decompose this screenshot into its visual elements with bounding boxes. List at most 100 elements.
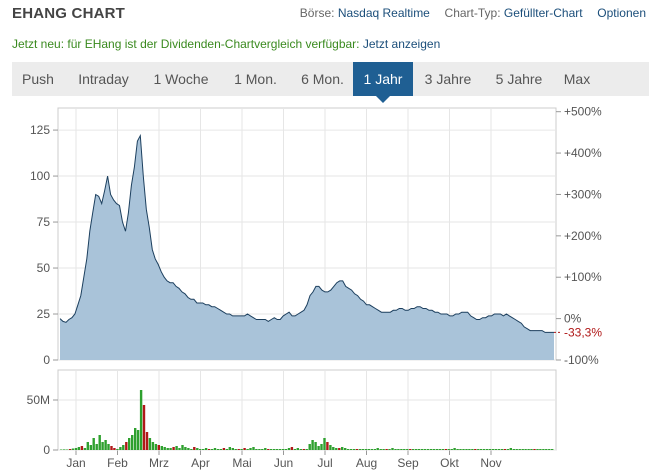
volume-bar xyxy=(355,449,359,450)
x-tick-label: Okt xyxy=(440,456,459,470)
volume-bar xyxy=(426,449,430,450)
tab-max[interactable]: Max xyxy=(555,62,599,96)
tab-1-mon[interactable]: 1 Mon. xyxy=(219,62,292,96)
y-tick-label: 0 xyxy=(43,353,50,367)
tab-label: 3 Jahre xyxy=(424,71,472,87)
volume-bar xyxy=(444,449,447,450)
volume-bar xyxy=(225,449,229,450)
promo-banner: Jetzt neu: für EHang ist der Dividenden-… xyxy=(12,37,440,51)
volume-bar xyxy=(267,449,270,450)
volume-bar xyxy=(296,448,299,450)
volume-bar xyxy=(154,444,158,450)
volume-bar xyxy=(391,448,394,450)
volume-bar xyxy=(450,449,453,450)
volume-bar xyxy=(506,449,510,450)
volume-bar xyxy=(110,446,113,450)
promo-link[interactable]: Jetzt anzeigen xyxy=(362,37,441,51)
volume-bar xyxy=(311,440,314,450)
volume-bar xyxy=(142,405,146,450)
volume-bar xyxy=(335,448,338,450)
volume-bar xyxy=(222,448,226,450)
volume-bar xyxy=(497,449,501,450)
y2-tick-label: +200% xyxy=(564,229,602,243)
tab-label: 1 Jahr xyxy=(363,71,403,87)
volume-bar xyxy=(364,449,368,450)
volume-bar xyxy=(388,449,391,450)
volume-bar xyxy=(181,445,184,450)
volume-bar xyxy=(379,449,382,450)
exchange-label: Börse: xyxy=(299,6,335,20)
volume-bar xyxy=(527,449,530,450)
y2-tick-label: +100% xyxy=(564,270,602,284)
tab-6-mon[interactable]: 6 Mon. xyxy=(292,62,353,96)
tab-push[interactable]: Push xyxy=(12,62,64,96)
volume-bar xyxy=(367,449,370,450)
volume-bar xyxy=(122,445,125,450)
volume-bar xyxy=(349,449,353,450)
volume-bar xyxy=(488,449,492,450)
volume-bar xyxy=(417,449,421,450)
active-tab-caret xyxy=(376,96,390,103)
tab-5-jahre[interactable]: 5 Jahre xyxy=(483,62,555,96)
volume-bar xyxy=(406,449,409,450)
volume-bar xyxy=(193,447,196,450)
volume-bar xyxy=(119,447,122,450)
y2-tick-label: 0% xyxy=(564,312,582,326)
volume-bar xyxy=(131,435,134,450)
volume-bar xyxy=(80,446,84,450)
volume-bar xyxy=(397,449,400,450)
y-tick-label: 0 xyxy=(43,443,50,457)
volume-bar xyxy=(468,449,471,450)
volume-bar xyxy=(255,449,258,450)
volume-bar xyxy=(429,449,433,450)
volume-bar xyxy=(320,444,323,450)
charttype-select[interactable]: Gefüllter-Chart xyxy=(503,6,583,20)
tab-3-jahre[interactable]: 3 Jahre xyxy=(413,62,483,96)
volume-bar xyxy=(323,438,326,450)
volume-bar xyxy=(480,449,483,450)
volume-bar xyxy=(163,447,166,450)
options-link[interactable]: Optionen xyxy=(597,6,646,20)
volume-bar xyxy=(187,448,190,450)
volume-bar xyxy=(199,449,202,450)
timeframe-tabs: Push Intraday 1 Woche 1 Mon. 6 Mon. 1 Ja… xyxy=(12,62,649,103)
volume-bar xyxy=(512,449,515,450)
volume-bar xyxy=(77,447,81,450)
volume-bar xyxy=(237,449,240,450)
volume-bar xyxy=(415,449,418,450)
volume-bar xyxy=(281,449,285,450)
volume-bar xyxy=(533,449,536,450)
y-tick-label: 75 xyxy=(37,215,51,229)
tab-1-woche[interactable]: 1 Woche xyxy=(143,62,219,96)
volume-bar xyxy=(462,449,465,450)
x-tick-label: Jul xyxy=(317,456,332,470)
volume-bar xyxy=(435,449,439,450)
volume-bar xyxy=(252,447,255,450)
volume-bar xyxy=(166,448,169,450)
volume-bar xyxy=(305,449,308,450)
volume-bar xyxy=(128,438,131,450)
volume-bar xyxy=(240,449,243,450)
tab-1-jahr[interactable]: 1 Jahr xyxy=(353,62,413,103)
volume-bar xyxy=(308,444,311,450)
volume-bar xyxy=(326,442,329,450)
volume-bar xyxy=(125,442,128,450)
x-tick-label: Jan xyxy=(66,456,85,470)
exchange-select[interactable]: Nasdaq Realtime xyxy=(337,6,430,20)
volume-bar xyxy=(471,449,474,450)
tab-intraday[interactable]: Intraday xyxy=(64,62,143,96)
volume-bar xyxy=(275,449,279,450)
volume-bar xyxy=(420,449,424,450)
volume-bar xyxy=(400,449,403,450)
volume-bar xyxy=(210,449,214,450)
volume-bar xyxy=(202,449,205,450)
volume-bar xyxy=(172,447,175,450)
volume-bar xyxy=(302,449,305,450)
y-tick-label: 50 xyxy=(37,261,51,275)
volume-bar xyxy=(503,449,507,450)
volume-bar xyxy=(104,440,107,450)
x-tick-label: Sep xyxy=(397,456,419,470)
y-tick-label: 50M xyxy=(27,393,50,407)
y-tick-label: 100 xyxy=(30,169,50,183)
volume-bar xyxy=(270,449,273,450)
